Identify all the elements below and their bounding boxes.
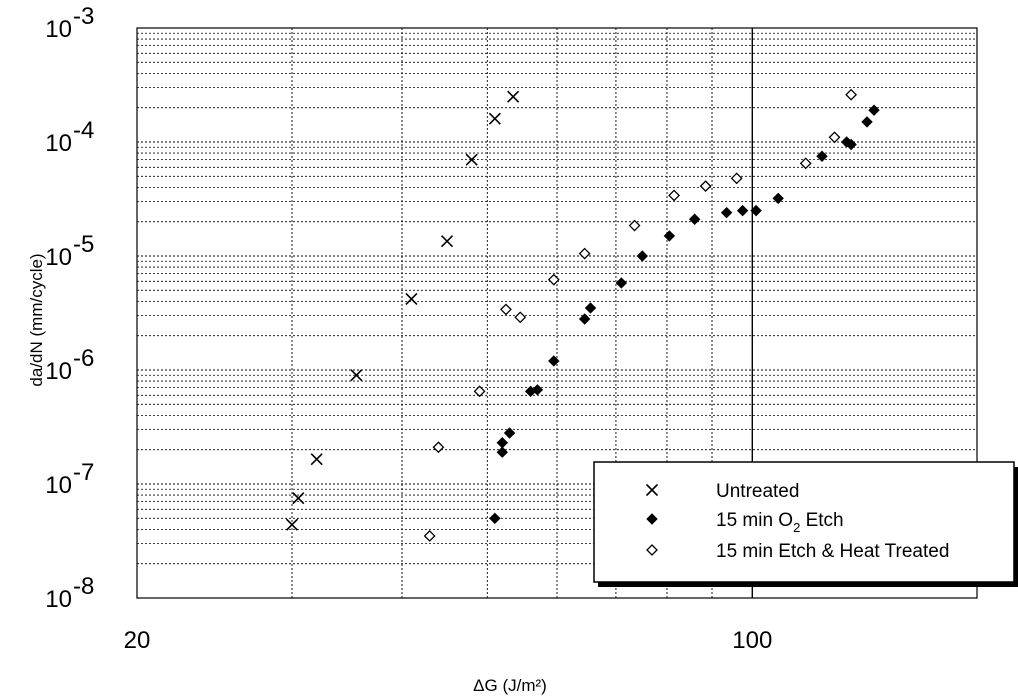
x-marker-stroke bbox=[440, 235, 454, 248]
data-point bbox=[548, 355, 560, 367]
data-point bbox=[489, 512, 501, 525]
series-1 bbox=[489, 104, 880, 525]
data-point bbox=[636, 250, 649, 262]
data-point bbox=[578, 313, 591, 325]
x-marker-stroke bbox=[507, 90, 520, 103]
data-point bbox=[531, 384, 544, 396]
data-point bbox=[423, 530, 436, 542]
legend: Untreated 15 min O2 Etch 15 min Etch & Hea… bbox=[593, 461, 1018, 587]
y-tick-exponent: -3 bbox=[73, 3, 94, 30]
data-point bbox=[440, 235, 454, 248]
grid bbox=[137, 28, 977, 599]
legend-marker bbox=[646, 513, 658, 525]
data-point bbox=[507, 90, 520, 103]
data-point bbox=[868, 104, 880, 116]
data-point bbox=[547, 273, 560, 286]
data-point bbox=[699, 180, 712, 193]
y-tick-exponent: -4 bbox=[73, 117, 94, 144]
data-point bbox=[845, 88, 858, 101]
legend-marker bbox=[645, 483, 659, 497]
data-point bbox=[816, 150, 828, 162]
x-marker-stroke bbox=[350, 369, 363, 382]
x-axis-label: ΔG (J/m²) bbox=[473, 676, 547, 695]
y-tick-exponent: -8 bbox=[73, 573, 94, 600]
data-point bbox=[861, 116, 873, 128]
data-point bbox=[799, 157, 812, 170]
series-0 bbox=[285, 90, 520, 531]
data-points bbox=[285, 88, 880, 542]
x-marker-stroke bbox=[285, 518, 299, 531]
data-point bbox=[584, 302, 597, 314]
data-point bbox=[292, 492, 305, 505]
y-tick-label: 10 bbox=[45, 358, 72, 385]
y-tick-exponent: -6 bbox=[73, 345, 94, 372]
x-tick-label: 20 bbox=[124, 627, 151, 654]
data-point bbox=[405, 292, 418, 306]
data-point bbox=[310, 453, 323, 466]
data-point bbox=[350, 369, 363, 382]
data-point bbox=[663, 230, 676, 242]
data-point bbox=[500, 303, 512, 316]
data-point bbox=[473, 385, 486, 398]
x-marker-stroke bbox=[465, 153, 478, 166]
y-tick-labels: 10-810-710-610-510-410-3 bbox=[45, 3, 94, 613]
data-point bbox=[432, 441, 445, 454]
y-tick-exponent: -7 bbox=[73, 459, 94, 486]
x-tick-label: 100 bbox=[732, 627, 772, 654]
plot-frame bbox=[136, 27, 978, 599]
data-point bbox=[615, 277, 628, 289]
data-point bbox=[845, 138, 857, 151]
legend-box bbox=[593, 461, 1015, 583]
data-point bbox=[488, 112, 501, 125]
x-marker-stroke bbox=[488, 112, 501, 125]
data-point bbox=[772, 192, 784, 205]
data-point bbox=[285, 518, 299, 531]
y-tick-label: 10 bbox=[45, 16, 72, 43]
data-point bbox=[503, 427, 516, 439]
x-marker-stroke bbox=[405, 292, 418, 306]
data-point bbox=[514, 311, 527, 324]
data-point bbox=[578, 247, 591, 260]
x-marker-stroke bbox=[310, 453, 323, 466]
y-tick-label: 10 bbox=[45, 130, 72, 157]
data-point bbox=[736, 204, 749, 217]
data-point bbox=[496, 446, 508, 458]
data-point bbox=[730, 172, 743, 185]
data-point bbox=[688, 213, 701, 225]
legend-marker bbox=[646, 544, 658, 556]
data-point bbox=[720, 206, 733, 219]
y-tick-label: 10 bbox=[45, 472, 72, 499]
data-point bbox=[668, 189, 681, 202]
series-2 bbox=[423, 88, 858, 542]
data-point bbox=[750, 204, 762, 217]
x-tick-labels: 20 100 bbox=[124, 627, 773, 654]
y-tick-label: 10 bbox=[45, 244, 72, 271]
y-tick-label: 10 bbox=[45, 586, 72, 613]
data-point bbox=[496, 437, 508, 449]
x-marker-stroke bbox=[645, 483, 659, 497]
legend-label: 15 min Etch & Heat Treated bbox=[716, 541, 949, 562]
data-point bbox=[628, 219, 641, 232]
data-point bbox=[465, 153, 478, 166]
y-tick-exponent: -5 bbox=[73, 231, 94, 258]
x-marker-stroke bbox=[292, 492, 305, 505]
legend-label: Untreated bbox=[716, 481, 799, 502]
y-axis-label: da/dN (mm/cycle) bbox=[27, 253, 46, 386]
legend-label: 15 min O2 Etch bbox=[716, 510, 844, 535]
data-point bbox=[828, 131, 841, 144]
